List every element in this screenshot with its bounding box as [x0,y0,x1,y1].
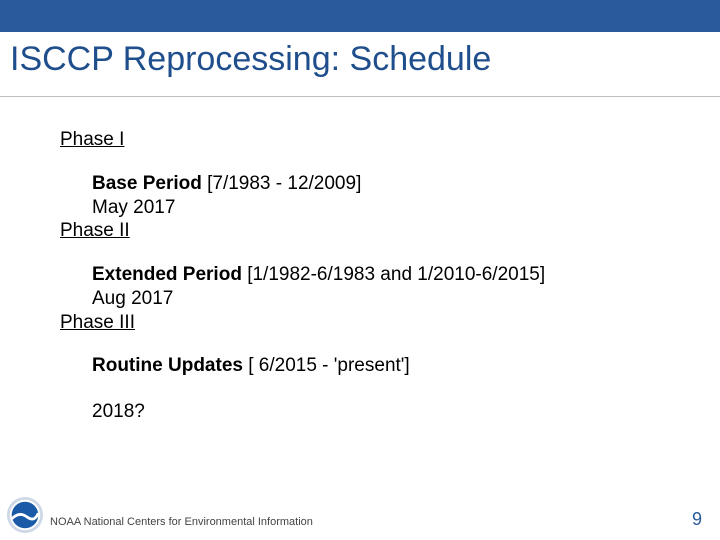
footer-text: NOAA National Centers for Environmental … [50,516,313,528]
phase3-label: Routine Updates [92,355,243,376]
phase1-line: Base Period [7/1983 - 12/2009] [60,172,680,196]
phase1-heading: Phase I [60,128,680,152]
top-bar [0,0,720,32]
phase2-date: Aug 2017 [60,287,680,311]
phase2-range: [1/1982-6/1983 and 1/2010-6/2015] [242,264,545,285]
noaa-logo-icon [6,496,44,534]
content-body: Phase I Base Period [7/1983 - 12/2009] M… [60,128,680,424]
phase2-line: Extended Period [1/1982-6/1983 and 1/201… [60,263,680,287]
page-number: 9 [692,509,702,530]
slide: ISCCP Reprocessing: Schedule Phase I Bas… [0,0,720,540]
title-rule [0,96,720,97]
phase2-label: Extended Period [92,264,242,285]
phase3-range: [ 6/2015 - 'present'] [243,355,410,376]
phase1-date: May 2017 [60,196,680,220]
phase3-date: 2018? [60,400,680,424]
phase1-range: [7/1983 - 12/2009] [202,173,362,194]
page-title: ISCCP Reprocessing: Schedule [10,40,491,79]
phase1-label: Base Period [92,173,202,194]
phase3-heading: Phase III [60,311,680,335]
phase3-line: Routine Updates [ 6/2015 - 'present'] [60,354,680,378]
phase2-heading: Phase II [60,219,680,243]
